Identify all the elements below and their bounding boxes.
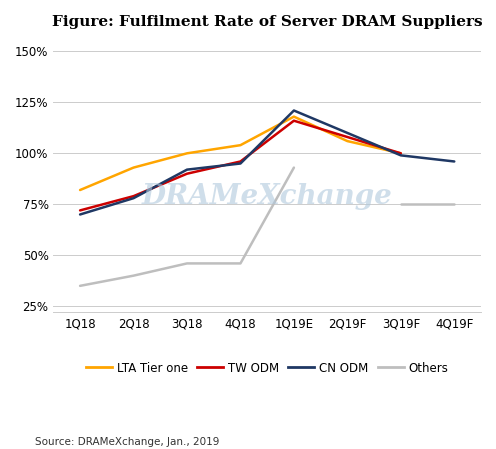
Text: Source: DRAMeXchange, Jan., 2019: Source: DRAMeXchange, Jan., 2019 — [35, 437, 219, 447]
Text: DRAMeXchange: DRAMeXchange — [142, 183, 392, 210]
Legend: LTA Tier one, TW ODM, CN ODM, Others: LTA Tier one, TW ODM, CN ODM, Others — [81, 357, 453, 379]
Title: Figure: Fulfilment Rate of Server DRAM Suppliers: Figure: Fulfilment Rate of Server DRAM S… — [52, 15, 483, 29]
